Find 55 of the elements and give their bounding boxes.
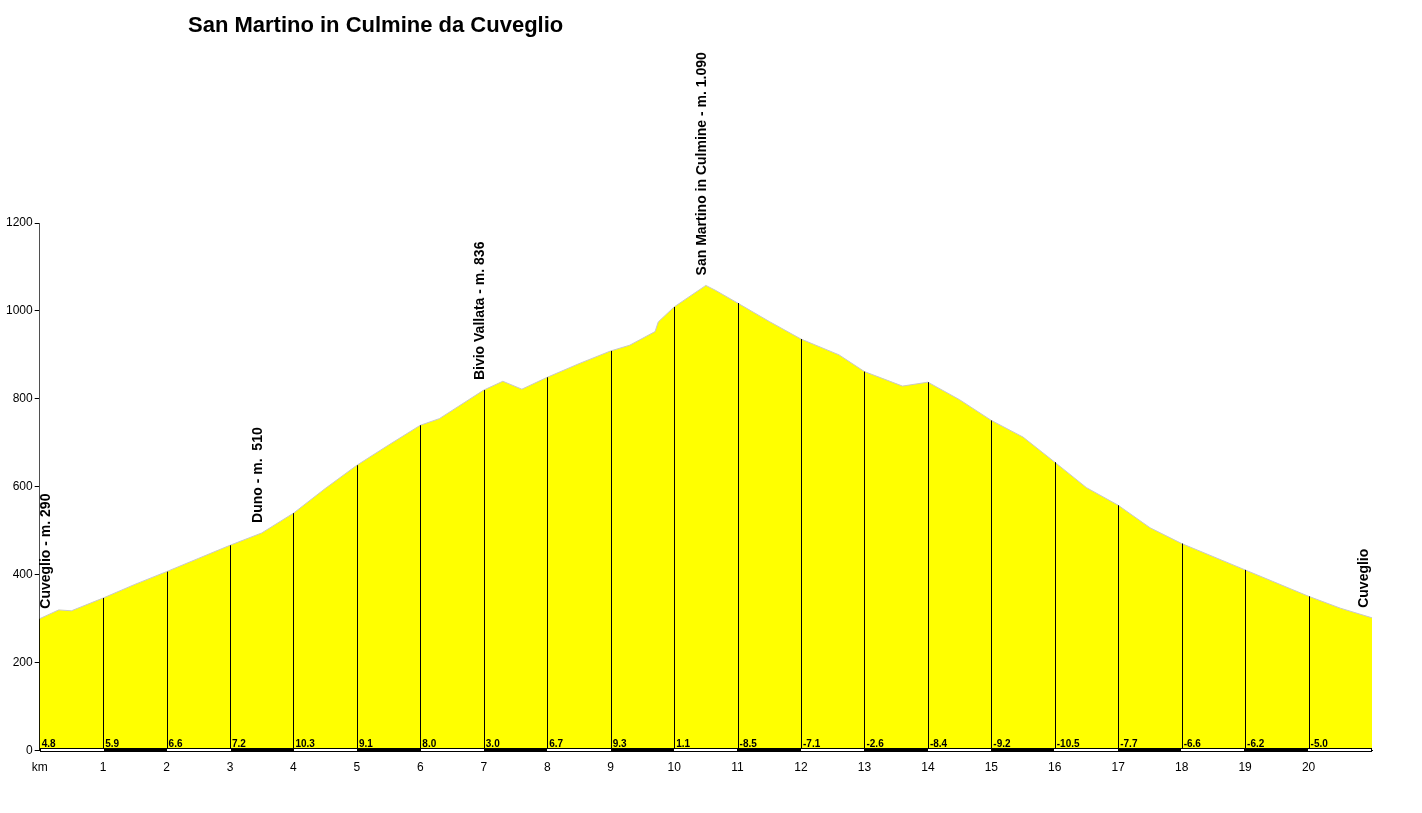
annotation: Cuveglio - m. 290 — [36, 493, 53, 609]
annotation: -2.6 — [866, 737, 885, 749]
x-tick-label: 10 — [667, 760, 682, 775]
annotation: 6.7 — [549, 737, 564, 749]
x-tick-label: 1 — [99, 760, 107, 775]
x-tick-label: 5 — [353, 760, 361, 775]
x-tick-label: 16 — [1048, 760, 1062, 775]
annotation: -9.2 — [993, 737, 1012, 749]
annotation: -8.4 — [929, 737, 948, 749]
annotation: -6.2 — [1247, 737, 1265, 749]
annotation: 9.3 — [612, 737, 628, 749]
annotation: 5.9 — [105, 737, 120, 749]
annotation: -10.5 — [1056, 737, 1081, 749]
x-tick-label: 7 — [480, 760, 488, 775]
x-tick-label: 14 — [921, 760, 935, 775]
x-tick-label: km — [31, 760, 48, 775]
y-tick-label: 200 — [12, 654, 34, 669]
annotation: 4.8 — [41, 737, 57, 749]
annotation: 6.6 — [168, 737, 183, 749]
y-tick-label: 600 — [12, 479, 34, 494]
annotation: 10.3 — [295, 737, 316, 749]
annotation: Bivio Vallata - m. 836 — [470, 241, 487, 381]
annotation: Duno - m. 510 — [248, 427, 265, 523]
y-tick-label: 1200 — [5, 215, 34, 230]
annotation: -7.1 — [803, 737, 821, 749]
annotation: San Martino in Culmine - m. 1.090 — [692, 51, 709, 276]
annotation: -8.5 — [739, 737, 758, 749]
annotation: 1.1 — [676, 737, 691, 749]
x-tick-label: 13 — [857, 760, 872, 775]
annotation: -6.6 — [1183, 737, 1202, 749]
x-tick-label: 18 — [1174, 760, 1189, 775]
x-tick-label: 11 — [731, 760, 745, 775]
x-tick-label: 3 — [226, 760, 234, 775]
annotation: 3.0 — [485, 737, 501, 749]
x-tick-label: 8 — [543, 760, 551, 775]
annotation: 9.1 — [358, 737, 374, 749]
annotation: -7.7 — [1120, 737, 1138, 749]
x-tick-label: 6 — [417, 760, 425, 775]
y-tick-label: 0 — [26, 742, 34, 757]
x-tick-label: 4 — [290, 760, 298, 775]
chart-title: San Martino in Culmine da Cuveglio — [188, 12, 564, 38]
x-tick-label: 17 — [1111, 760, 1126, 775]
x-tick-label: 19 — [1238, 760, 1253, 775]
x-tick-label: 9 — [607, 760, 615, 775]
x-tick-label: 2 — [163, 760, 171, 775]
y-tick-label: 400 — [12, 567, 34, 582]
y-tick-label: 1000 — [5, 303, 34, 318]
y-tick-label: 800 — [12, 391, 34, 406]
annotation: 8.0 — [422, 737, 437, 749]
annotation: Cuveglio — [1354, 548, 1371, 608]
x-tick-label: 20 — [1301, 760, 1316, 775]
annotation: 7.2 — [232, 737, 247, 749]
annotation: -5.0 — [1310, 737, 1329, 749]
x-tick-label: 15 — [984, 760, 999, 775]
x-tick-label: 12 — [794, 760, 809, 775]
